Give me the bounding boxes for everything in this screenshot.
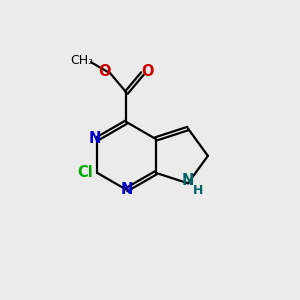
Text: Cl: Cl <box>77 165 93 180</box>
Text: N: N <box>120 182 133 197</box>
Text: N: N <box>182 173 194 188</box>
Text: O: O <box>142 64 154 79</box>
Text: N: N <box>88 131 101 146</box>
Text: H: H <box>193 184 203 197</box>
Text: O: O <box>98 64 111 79</box>
Text: CH₃: CH₃ <box>70 53 93 67</box>
